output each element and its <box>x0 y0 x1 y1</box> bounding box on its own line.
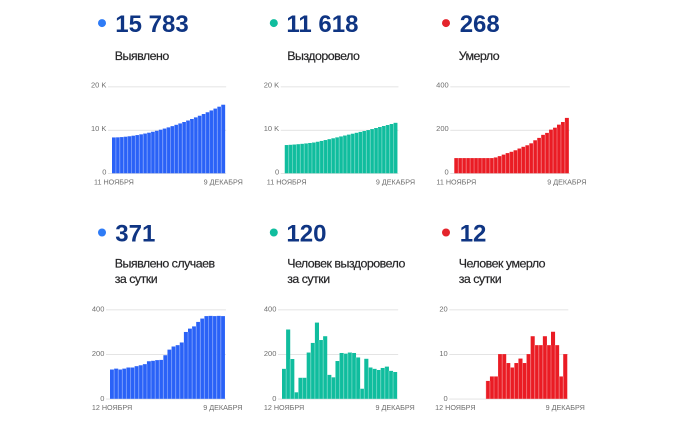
svg-text:12 НОЯБРЯ: 12 НОЯБРЯ <box>435 403 475 412</box>
svg-text:9 ДЕКАБРЯ: 9 ДЕКАБРЯ <box>204 178 243 187</box>
svg-text:за сутки: за сутки <box>115 272 158 286</box>
svg-text:Выздоровело: Выздоровело <box>287 49 360 63</box>
svg-text:0: 0 <box>445 167 449 176</box>
svg-text:20: 20 <box>439 305 447 314</box>
svg-text:11 НОЯБРЯ: 11 НОЯБРЯ <box>94 178 134 187</box>
svg-text:10 K: 10 K <box>91 124 106 133</box>
svg-text:12 НОЯБРЯ: 12 НОЯБРЯ <box>264 403 304 412</box>
svg-text:9 ДЕКАБРЯ: 9 ДЕКАБРЯ <box>376 178 415 187</box>
svg-text:Выявлено случаев: Выявлено случаев <box>115 256 216 270</box>
svg-text:11 НОЯБРЯ: 11 НОЯБРЯ <box>267 178 307 187</box>
svg-text:за сутки: за сутки <box>459 272 502 286</box>
svg-text:400: 400 <box>264 305 277 314</box>
svg-text:Умерло: Умерло <box>459 49 500 63</box>
svg-text:10 K: 10 K <box>264 124 279 133</box>
svg-text:400: 400 <box>436 81 449 90</box>
svg-text:11 618: 11 618 <box>286 11 358 38</box>
svg-text:0: 0 <box>100 394 104 403</box>
svg-text:200: 200 <box>264 349 277 358</box>
svg-text:Человек умерло: Человек умерло <box>459 256 546 270</box>
svg-text:за сутки: за сутки <box>287 272 330 286</box>
svg-text:120: 120 <box>286 221 326 248</box>
svg-text:0: 0 <box>275 167 279 176</box>
svg-text:400: 400 <box>92 305 105 314</box>
svg-text:12: 12 <box>460 221 487 248</box>
svg-text:12 НОЯБРЯ: 12 НОЯБРЯ <box>92 403 132 412</box>
svg-text:20 K: 20 K <box>91 81 106 90</box>
svg-text:9 ДЕКАБРЯ: 9 ДЕКАБРЯ <box>376 403 415 412</box>
svg-text:9 ДЕКАБРЯ: 9 ДЕКАБРЯ <box>203 403 242 412</box>
svg-text:0: 0 <box>272 394 276 403</box>
svg-text:10: 10 <box>439 349 447 358</box>
svg-text:9 ДЕКАБРЯ: 9 ДЕКАБРЯ <box>546 403 585 412</box>
svg-text:11 НОЯБРЯ: 11 НОЯБРЯ <box>436 178 476 187</box>
svg-text:Выявлено: Выявлено <box>115 49 170 63</box>
svg-text:Человек выздоровело: Человек выздоровело <box>287 256 405 270</box>
svg-text:200: 200 <box>92 349 105 358</box>
svg-text:9 ДЕКАБРЯ: 9 ДЕКАБРЯ <box>547 178 586 187</box>
svg-text:371: 371 <box>115 221 155 248</box>
svg-text:20 K: 20 K <box>264 81 279 90</box>
svg-text:200: 200 <box>436 124 449 133</box>
svg-text:268: 268 <box>460 11 500 38</box>
svg-text:0: 0 <box>444 394 448 403</box>
svg-text:15 783: 15 783 <box>115 11 188 38</box>
svg-text:0: 0 <box>102 167 106 176</box>
